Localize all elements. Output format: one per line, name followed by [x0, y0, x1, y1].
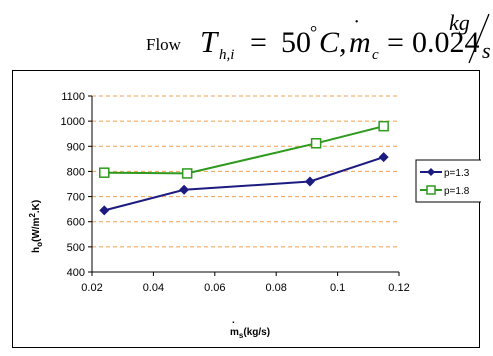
axes: [88, 95, 400, 276]
x-tick-label: 0.04: [143, 282, 164, 294]
y-tick-label: 600: [67, 217, 85, 229]
x-axis-title-rest: (kg/s): [243, 327, 270, 338]
series-line-p-1-3: [104, 156, 385, 212]
x-tick-label: 0.1: [330, 282, 345, 294]
data-point-p-1-8: [310, 138, 322, 149]
y-axis-tick-labels: 400 500 600 700 800 900 1000 1100: [61, 91, 85, 279]
heading-m-dot: ˙: [353, 15, 360, 40]
x-tick-label: 0.02: [81, 282, 102, 294]
x-axis-title: ms(kg/s): [230, 327, 270, 340]
heading-t-symbol: T: [200, 24, 220, 59]
y-tick-label: 800: [67, 166, 85, 178]
x-axis-title-main: m: [230, 327, 239, 338]
chart-area: 400 500 600 700 800 900 1000 1100 0.02 0.04 0.06 0…: [12, 70, 481, 348]
heading-flow-value: 0.024: [412, 26, 480, 59]
heading-unit-numerator: kg: [449, 10, 470, 35]
y-axis-title-main: h: [31, 247, 42, 253]
y-tick-label: 400: [67, 267, 85, 279]
data-series: [99, 120, 389, 216]
heading-equals-2: =: [387, 26, 404, 59]
heading-temp-value: 50: [281, 26, 311, 59]
y-tick-label: 1000: [61, 116, 85, 128]
heading-formula: Flow T h,i = 50 ° C, m ˙ c = 0.024 kg s: [146, 10, 491, 64]
x-tick-label: 0.06: [204, 282, 225, 294]
y-tick-label: 500: [67, 242, 85, 254]
series-line-p-1-8: [104, 125, 384, 175]
data-point-p-1-8: [181, 168, 193, 179]
legend-diamond-marker: [427, 168, 435, 176]
heading-m-symbol: m: [349, 26, 371, 59]
y-axis-title-rest: .K): [31, 200, 42, 213]
x-tick-label: 0.08: [265, 282, 286, 294]
legend-box: [415, 159, 481, 203]
heading-flow-word: Flow: [146, 35, 182, 54]
data-point-p-1-3: [99, 205, 110, 216]
heading-degree-sign: °: [310, 22, 317, 42]
y-tick-label: 700: [67, 192, 85, 204]
heading-equals-1: =: [250, 26, 267, 59]
heading-temp-unit: C,: [319, 26, 347, 59]
y-tick-label: 900: [67, 141, 85, 153]
y-tick-label: 1100: [61, 91, 85, 103]
x-axis-tick-labels: 0.02 0.04 0.06 0.08 0.1 0.12: [81, 282, 409, 294]
gridlines: [92, 95, 399, 248]
heading-m-subscript: c: [372, 47, 379, 63]
x-tick-label: 0.12: [388, 282, 409, 294]
x-axis-title-subscript: s: [239, 331, 244, 340]
y-axis-title-subscript: o: [35, 242, 44, 247]
data-point-p-1-8: [378, 120, 389, 132]
data-point-p-1-3: [304, 176, 315, 187]
y-axis-title: ho(W/m2.K): [28, 200, 44, 253]
y-axis-title-middle: (W/m: [31, 217, 42, 242]
legend-square-marker: [426, 185, 436, 195]
x-axis-title-dot: .: [232, 315, 235, 326]
legend-label-p13: p=1.3: [444, 168, 470, 179]
data-point-p-1-8: [99, 167, 110, 178]
legend-label-p18: p=1.8: [444, 186, 470, 197]
heading-unit-denominator: s: [482, 38, 491, 63]
heading-t-subscript: h,i: [219, 47, 234, 63]
legend: p=1.3 p=1.8: [415, 159, 481, 203]
data-point-p-1-3: [378, 152, 389, 163]
chart-heading: Flow T h,i = 50 ° C, m ˙ c = 0.024 kg s: [0, 0, 493, 70]
heading-unit-slash: [468, 13, 490, 64]
y-axis-title-superscript: 2: [28, 213, 37, 218]
data-point-p-1-3: [179, 184, 190, 195]
